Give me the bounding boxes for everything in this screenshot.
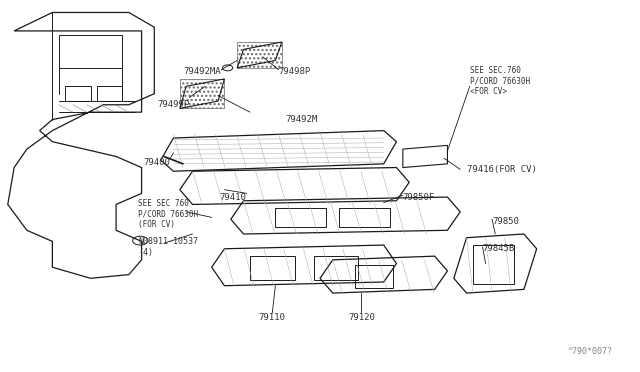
- Text: 79110: 79110: [259, 312, 285, 321]
- Text: 79498P: 79498P: [278, 67, 311, 76]
- Bar: [250, 256, 294, 280]
- Bar: [339, 208, 390, 227]
- Bar: [180, 79, 225, 109]
- Bar: [97, 86, 122, 101]
- Text: 79410: 79410: [220, 193, 246, 202]
- Text: 79416(FOR CV): 79416(FOR CV): [467, 165, 536, 174]
- Text: 79492MA: 79492MA: [184, 67, 221, 76]
- Bar: [473, 245, 515, 284]
- Bar: [275, 208, 326, 227]
- Text: 79850: 79850: [492, 217, 519, 225]
- Text: SEE SEC 760
P/CORD 76630H
(FOR CV): SEE SEC 760 P/CORD 76630H (FOR CV): [138, 199, 198, 228]
- Text: SEE SEC.760
P/CORD 76630H
<FOR CV>: SEE SEC.760 P/CORD 76630H <FOR CV>: [470, 66, 530, 96]
- Text: 79492M: 79492M: [285, 115, 317, 124]
- Bar: [237, 42, 282, 68]
- Text: ^790*007?: ^790*007?: [568, 347, 613, 356]
- Text: 79499P: 79499P: [157, 100, 189, 109]
- Bar: [65, 86, 91, 101]
- Text: 79120: 79120: [348, 312, 375, 321]
- Text: 79845B: 79845B: [483, 244, 515, 253]
- Text: 79400: 79400: [143, 157, 170, 167]
- Text: N08911-10537
(4): N08911-10537 (4): [138, 237, 198, 257]
- Bar: [355, 265, 394, 288]
- Bar: [314, 256, 358, 280]
- Text: 79850F: 79850F: [403, 193, 435, 202]
